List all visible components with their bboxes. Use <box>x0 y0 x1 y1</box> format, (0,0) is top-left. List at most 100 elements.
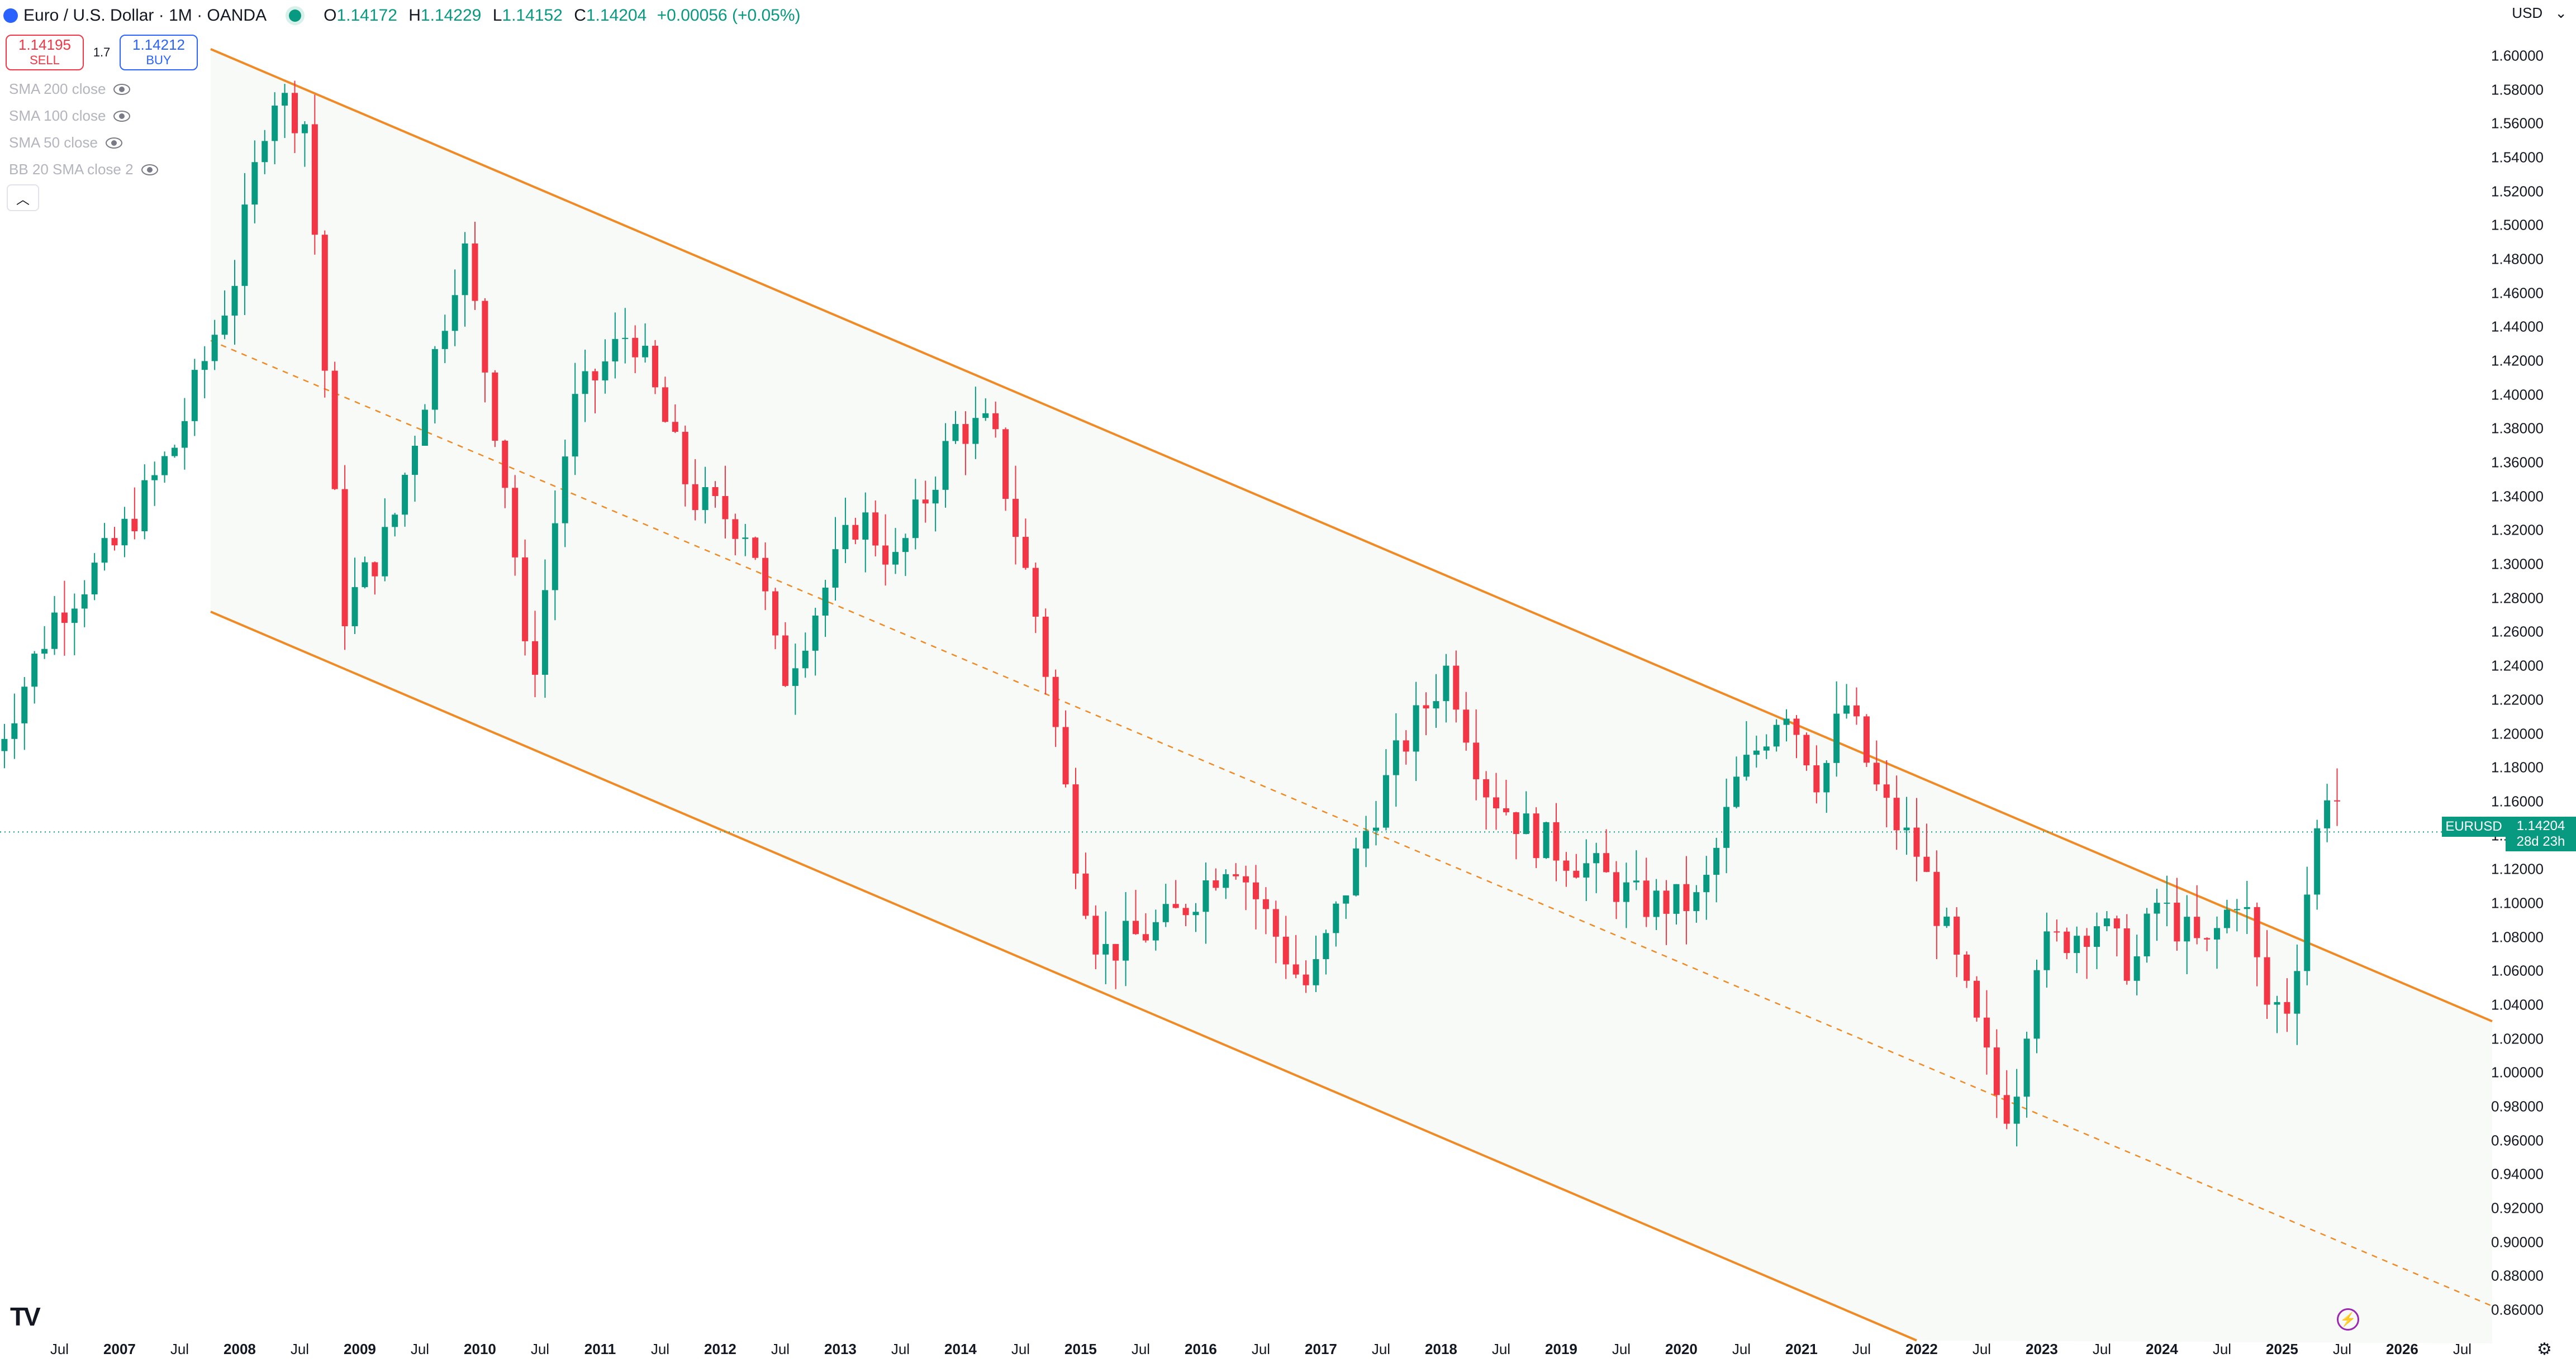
eye-icon[interactable] <box>105 137 122 149</box>
time-tick-label: 2020 <box>1665 1341 1698 1357</box>
candle-body <box>532 641 538 675</box>
time-tick-label: 2014 <box>944 1341 977 1357</box>
last-price-badge: 1.14204 28d 23h <box>2506 817 2576 851</box>
candle-body <box>141 480 148 532</box>
candle-body <box>251 162 258 205</box>
candle-body <box>1663 890 1670 914</box>
candle-body <box>2233 909 2240 911</box>
candle-body <box>642 345 649 358</box>
candle-body <box>2144 913 2150 957</box>
gear-icon[interactable]: ⚙ <box>2537 1340 2552 1359</box>
candle-body <box>492 372 498 441</box>
candle-body <box>1593 853 1600 864</box>
indicator-sma100[interactable]: SMA 100 close <box>9 107 131 125</box>
candle-body <box>992 413 999 430</box>
candle-body <box>172 447 178 456</box>
candle-body <box>1573 870 1580 878</box>
candle-body <box>1 738 8 751</box>
candle-body <box>1142 934 1149 941</box>
candle-body <box>802 650 809 669</box>
candle-body <box>1933 871 1940 926</box>
buy-button[interactable]: 1.14212 BUY <box>120 35 198 70</box>
price-tick-label: 1.10000 <box>2491 894 2544 912</box>
price-tick-label: 1.04000 <box>2491 996 2544 1013</box>
candle-body <box>2274 1002 2280 1005</box>
time-tick-label: 2012 <box>704 1341 736 1357</box>
buy-price: 1.14212 <box>132 36 185 53</box>
buy-label: BUY <box>146 53 172 67</box>
price-tick-label: 1.48000 <box>2491 250 2544 268</box>
flash-icon[interactable]: ⚡ <box>2337 1308 2359 1331</box>
candle-body <box>2154 903 2160 914</box>
price-tick-label: 1.02000 <box>2491 1030 2544 1047</box>
candle-body <box>51 612 58 649</box>
candle-body <box>1643 880 1650 917</box>
indicator-sma50[interactable]: SMA 50 close <box>9 134 122 151</box>
candle-body <box>1423 705 1429 709</box>
candle-body <box>722 496 729 520</box>
candle-body <box>1042 616 1049 677</box>
candle-body <box>2043 931 2050 970</box>
candle-body <box>301 124 308 134</box>
price-tick-label: 1.40000 <box>2491 386 2544 403</box>
candle-body <box>382 527 388 576</box>
candle-body <box>2324 800 2331 828</box>
candle-body <box>81 594 88 609</box>
candle-body <box>1272 909 1279 937</box>
price-tick-label: 1.58000 <box>2491 81 2544 98</box>
price-tick-label: 1.42000 <box>2491 352 2544 369</box>
price-tick-label: 1.44000 <box>2491 318 2544 335</box>
candle-body <box>732 519 739 539</box>
tradingview-logo[interactable]: TV <box>10 1302 41 1331</box>
time-tick-label: Jul <box>1491 1341 1511 1357</box>
candle-body <box>282 93 288 106</box>
candle-body <box>392 514 398 527</box>
sell-label: SELL <box>30 53 60 67</box>
candle-body <box>1303 974 1309 985</box>
indicator-bb20[interactable]: BB 20 SMA close 2 <box>9 161 158 178</box>
symbol-title[interactable]: Euro / U.S. Dollar · 1M · OANDA <box>23 6 267 25</box>
candle-body <box>842 525 849 550</box>
candle-body <box>1052 676 1059 727</box>
candle-body <box>942 441 949 490</box>
eye-icon[interactable] <box>113 83 131 95</box>
time-tick-label: Jul <box>1011 1341 1030 1357</box>
last-price-value: 1.14204 <box>2516 818 2565 833</box>
currency-label: USD <box>2512 4 2543 21</box>
candle-body <box>582 371 588 394</box>
candle-body <box>982 413 989 418</box>
candle-body <box>1243 876 1249 883</box>
candle-body <box>191 370 198 421</box>
candle-body <box>1473 742 1480 779</box>
candle-body <box>2103 918 2110 927</box>
candle-body <box>351 587 358 627</box>
candle-body <box>612 339 619 361</box>
eye-icon[interactable] <box>113 110 131 122</box>
candle-body <box>331 370 338 489</box>
candle-body <box>1022 537 1029 568</box>
candle-body <box>2194 917 2200 938</box>
indicator-sma200[interactable]: SMA 200 close <box>9 80 131 98</box>
time-tick-label: 2019 <box>1545 1341 1577 1357</box>
collapse-legend-button[interactable]: ︿ <box>7 184 39 211</box>
candle-body <box>1503 808 1509 813</box>
candle-body <box>2094 926 2100 947</box>
candle-body <box>1813 765 1820 793</box>
eye-icon[interactable] <box>141 164 158 175</box>
time-tick-label: 2026 <box>2386 1341 2418 1357</box>
candle-body <box>1162 904 1169 922</box>
candle-body <box>1943 916 1950 926</box>
candle-body <box>1954 916 1960 955</box>
candle-body <box>1233 874 1239 876</box>
candle-body <box>482 301 488 373</box>
candle-body <box>1323 933 1329 960</box>
candle-body <box>1603 853 1610 873</box>
time-tick-label: Jul <box>290 1341 310 1357</box>
candle-body <box>1333 903 1339 933</box>
channel-fill <box>211 49 2492 1344</box>
candle-body <box>541 590 548 675</box>
sell-button[interactable]: 1.14195 SELL <box>6 35 84 70</box>
currency-select[interactable]: USD ⌄ <box>2512 4 2567 22</box>
candle-body <box>1032 568 1039 617</box>
